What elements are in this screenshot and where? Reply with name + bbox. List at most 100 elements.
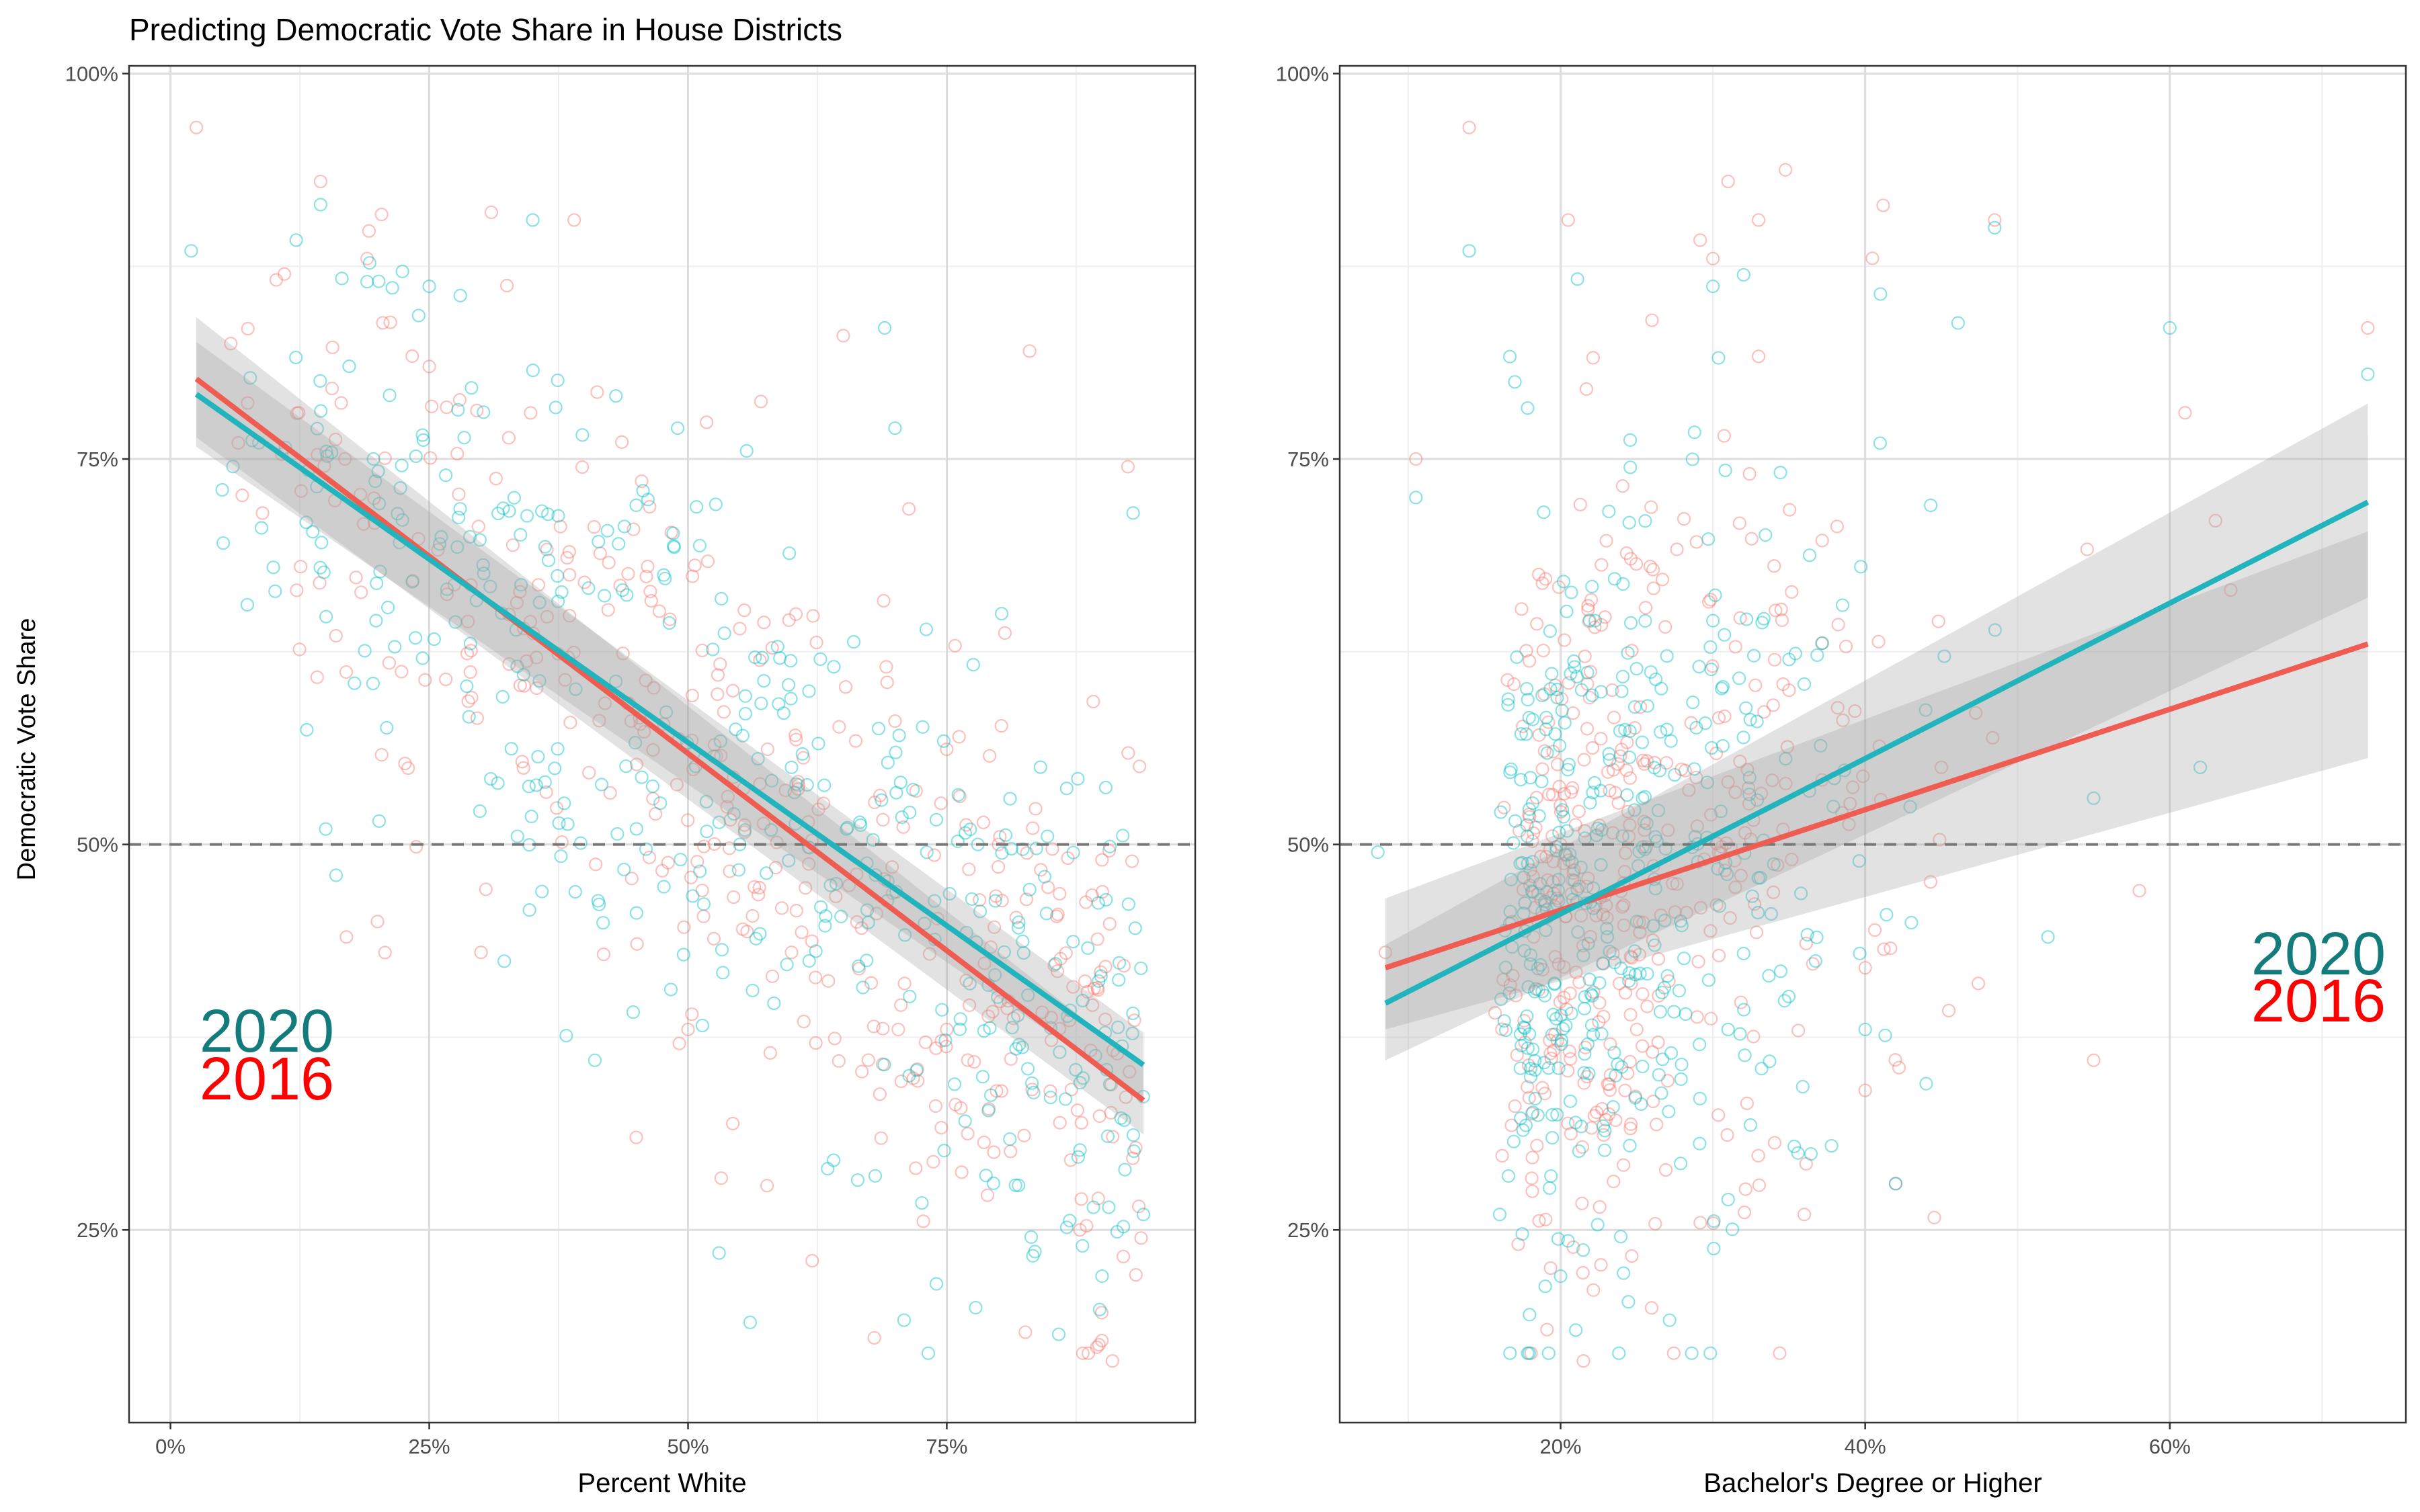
data-point-2016 xyxy=(1734,995,1748,1009)
data-point-2016 xyxy=(1500,673,1515,687)
data-point-2016 xyxy=(639,673,653,687)
data-point-2016 xyxy=(513,585,527,599)
data-point-2020 xyxy=(409,449,423,464)
data-point-2016 xyxy=(1646,1045,1660,1059)
data-point-2020 xyxy=(645,779,660,794)
data-point-2016 xyxy=(1009,911,1023,925)
data-point-2016 xyxy=(587,520,601,534)
data-point-2020 xyxy=(598,589,612,603)
data-point-2016 xyxy=(1104,1105,1118,1120)
data-point-2016 xyxy=(940,742,954,757)
data-point-2016 xyxy=(1575,1196,1589,1210)
data-point-2016 xyxy=(879,660,893,674)
data-point-2020 xyxy=(1569,1323,1583,1337)
data-point-2016 xyxy=(642,850,657,865)
data-point-2016 xyxy=(1618,986,1633,1000)
data-point-2016 xyxy=(1000,1001,1014,1015)
data-point-2016 xyxy=(867,1331,881,1345)
data-point-2016 xyxy=(1606,763,1621,777)
data-point-2016 xyxy=(1129,1268,1143,1282)
data-point-2016 xyxy=(613,579,627,593)
data-point-2016 xyxy=(1516,882,1531,896)
data-point-2016 xyxy=(1092,1337,1106,1352)
data-point-2020 xyxy=(1600,930,1615,944)
data-point-2016 xyxy=(563,716,577,730)
data-point-2020 xyxy=(1521,1041,1535,1055)
data-point-2020 xyxy=(1501,692,1515,706)
data-point-2020 xyxy=(1526,885,1540,899)
data-point-2020 xyxy=(1016,946,1031,960)
data-point-2020 xyxy=(667,540,681,554)
data-point-2016 xyxy=(1565,873,1580,887)
data-point-2020 xyxy=(1558,847,1572,862)
data-point-2016 xyxy=(1561,213,1575,227)
data-point-2020 xyxy=(635,770,649,784)
data-point-2016 xyxy=(1564,785,1578,799)
data-point-2020 xyxy=(1409,491,1423,505)
data-point-2020 xyxy=(2087,791,2101,805)
data-point-2016 xyxy=(463,665,477,679)
data-point-2020 xyxy=(497,954,512,968)
data-point-2020 xyxy=(551,509,565,523)
data-point-2020 xyxy=(1539,722,1553,737)
fit-line-2020 xyxy=(194,392,1145,1067)
data-point-2020 xyxy=(1636,791,1650,805)
data-point-2016 xyxy=(510,595,524,610)
data-point-2016 xyxy=(1693,233,1707,247)
data-point-2020 xyxy=(1629,662,1644,676)
data-point-2016 xyxy=(1703,593,1718,607)
data-point-2016 xyxy=(614,435,629,449)
data-point-2016 xyxy=(635,474,649,489)
data-point-2016 xyxy=(1547,886,1561,900)
data-point-2016 xyxy=(811,802,825,816)
data-point-2016 xyxy=(1660,1074,1675,1088)
data-point-2020 xyxy=(995,846,1009,860)
data-point-2016 xyxy=(520,654,534,668)
data-point-2016 xyxy=(748,880,762,894)
data-point-2016 xyxy=(461,694,475,708)
data-point-2020 xyxy=(1553,739,1567,753)
data-point-2016 xyxy=(980,1188,995,1202)
data-point-2020 xyxy=(1623,1138,1637,1152)
data-point-2020 xyxy=(1810,930,1824,945)
data-point-2020 xyxy=(278,440,292,454)
data-point-2016 xyxy=(1583,665,1598,679)
data-point-2020 xyxy=(1498,960,1513,974)
data-point-2020 xyxy=(1544,1169,1558,1183)
data-point-2020 xyxy=(1853,946,1867,960)
data-point-2016 xyxy=(1628,1089,1643,1103)
data-point-2020 xyxy=(1654,725,1668,739)
data-point-2016 xyxy=(1539,1212,1553,1226)
data-point-2016 xyxy=(1576,1354,1590,1368)
data-point-2016 xyxy=(356,517,370,531)
data-point-2020 xyxy=(1076,993,1090,1008)
y-tick-label: 50% xyxy=(77,833,118,857)
data-point-2016 xyxy=(329,432,343,447)
data-point-2020 xyxy=(1102,839,1117,853)
data-point-2020 xyxy=(575,428,590,442)
data-point-2020 xyxy=(692,538,707,553)
data-point-2020 xyxy=(1011,1008,1025,1023)
data-point-2016 xyxy=(1569,965,1583,979)
data-point-2020 xyxy=(1693,1038,1707,1052)
data-point-2020 xyxy=(1635,735,1650,749)
data-point-2020 xyxy=(1556,1021,1570,1036)
data-point-2020 xyxy=(1557,810,1571,824)
data-point-2016 xyxy=(649,807,663,821)
data-point-2020 xyxy=(299,515,313,530)
data-point-2020 xyxy=(395,264,409,279)
data-point-2016 xyxy=(224,337,238,351)
data-point-2020 xyxy=(686,889,700,903)
data-point-2020 xyxy=(1551,872,1566,887)
data-point-2016 xyxy=(864,976,879,990)
data-point-2016 xyxy=(643,585,657,599)
data-point-2016 xyxy=(1583,929,1598,944)
data-point-2016 xyxy=(1740,763,1755,777)
data-point-2020 xyxy=(852,959,866,973)
data-point-2016 xyxy=(294,560,308,574)
data-point-2016 xyxy=(1776,677,1790,691)
data-point-2016 xyxy=(354,585,368,599)
data-point-2020 xyxy=(385,281,399,295)
data-point-2016 xyxy=(906,1071,920,1085)
data-point-2020 xyxy=(1051,1327,1066,1341)
